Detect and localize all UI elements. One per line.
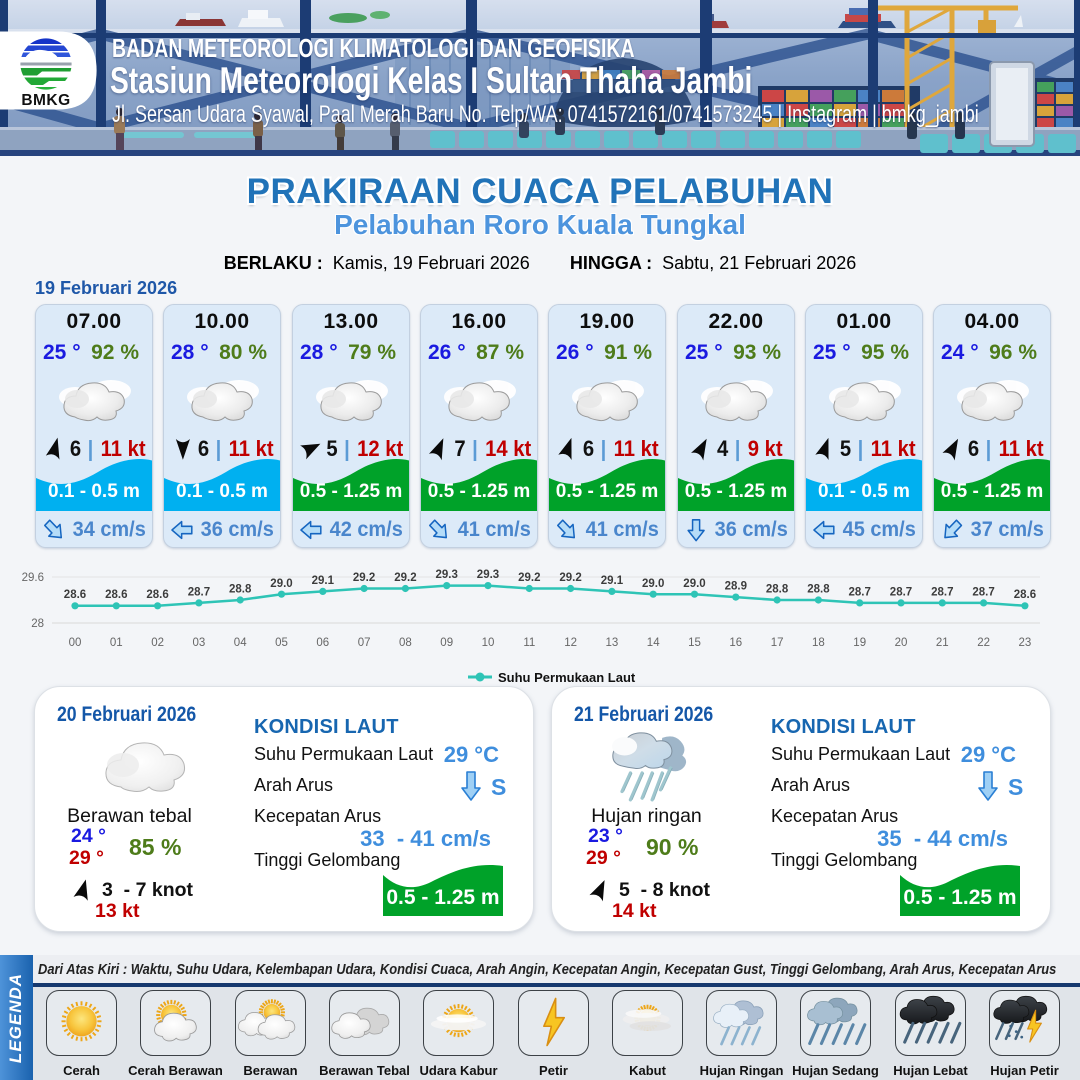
svg-text:29.2: 29.2 [394,572,416,584]
svg-text:15: 15 [688,637,701,649]
svg-text:02: 02 [151,637,164,649]
svg-text:21: 21 [936,637,949,649]
svg-text:28.8: 28.8 [229,584,252,596]
svg-text:17: 17 [771,637,784,649]
svg-text:19: 19 [853,637,866,649]
svg-text:16: 16 [729,637,742,649]
svg-text:05: 05 [275,637,288,649]
svg-text:29.3: 29.3 [477,569,499,581]
svg-text:04: 04 [234,637,247,649]
svg-text:28.7: 28.7 [931,586,953,598]
svg-text:28.6: 28.6 [146,589,168,601]
svg-text:29.1: 29.1 [601,575,624,587]
svg-text:11: 11 [523,637,535,649]
svg-text:28.8: 28.8 [807,584,830,596]
svg-text:Suhu Permukaan Laut: Suhu Permukaan Laut [498,670,636,685]
svg-text:28.7: 28.7 [890,586,912,598]
svg-text:03: 03 [193,637,206,649]
svg-text:07: 07 [358,637,371,649]
svg-text:29.2: 29.2 [518,572,540,584]
svg-text:08: 08 [399,637,412,649]
svg-text:20: 20 [895,637,908,649]
svg-text:29.2: 29.2 [559,572,581,584]
svg-text:28.6: 28.6 [1014,589,1036,601]
svg-text:28.8: 28.8 [766,584,789,596]
svg-text:29.0: 29.0 [642,578,664,590]
svg-text:28.7: 28.7 [972,586,994,598]
svg-text:29.0: 29.0 [683,578,705,590]
svg-text:28.6: 28.6 [105,589,127,601]
svg-text:14: 14 [647,637,660,649]
svg-text:0.5 - 1.25 m: 0.5 - 1.25 m [386,886,499,909]
svg-text:09: 09 [440,637,453,649]
svg-text:22: 22 [977,637,990,649]
svg-text:29.1: 29.1 [312,575,335,587]
svg-text:BMKG: BMKG [21,92,70,107]
svg-text:0.5 - 1.25 m: 0.5 - 1.25 m [903,886,1016,909]
svg-text:23: 23 [1019,637,1032,649]
svg-text:18: 18 [812,637,825,649]
svg-text:13: 13 [606,637,619,649]
svg-text:28.9: 28.9 [725,581,747,593]
svg-text:29.6: 29.6 [22,572,44,584]
svg-text:28.6: 28.6 [64,589,86,601]
svg-text:29.3: 29.3 [436,569,458,581]
svg-text:29.0: 29.0 [270,578,292,590]
svg-text:28.7: 28.7 [188,586,210,598]
svg-text:06: 06 [316,637,329,649]
svg-text:12: 12 [564,637,577,649]
svg-text:10: 10 [482,637,495,649]
svg-text:29.2: 29.2 [353,572,375,584]
svg-text:28.7: 28.7 [849,586,871,598]
svg-text:28: 28 [31,618,44,630]
svg-text:01: 01 [110,637,123,649]
svg-text:00: 00 [69,637,82,649]
